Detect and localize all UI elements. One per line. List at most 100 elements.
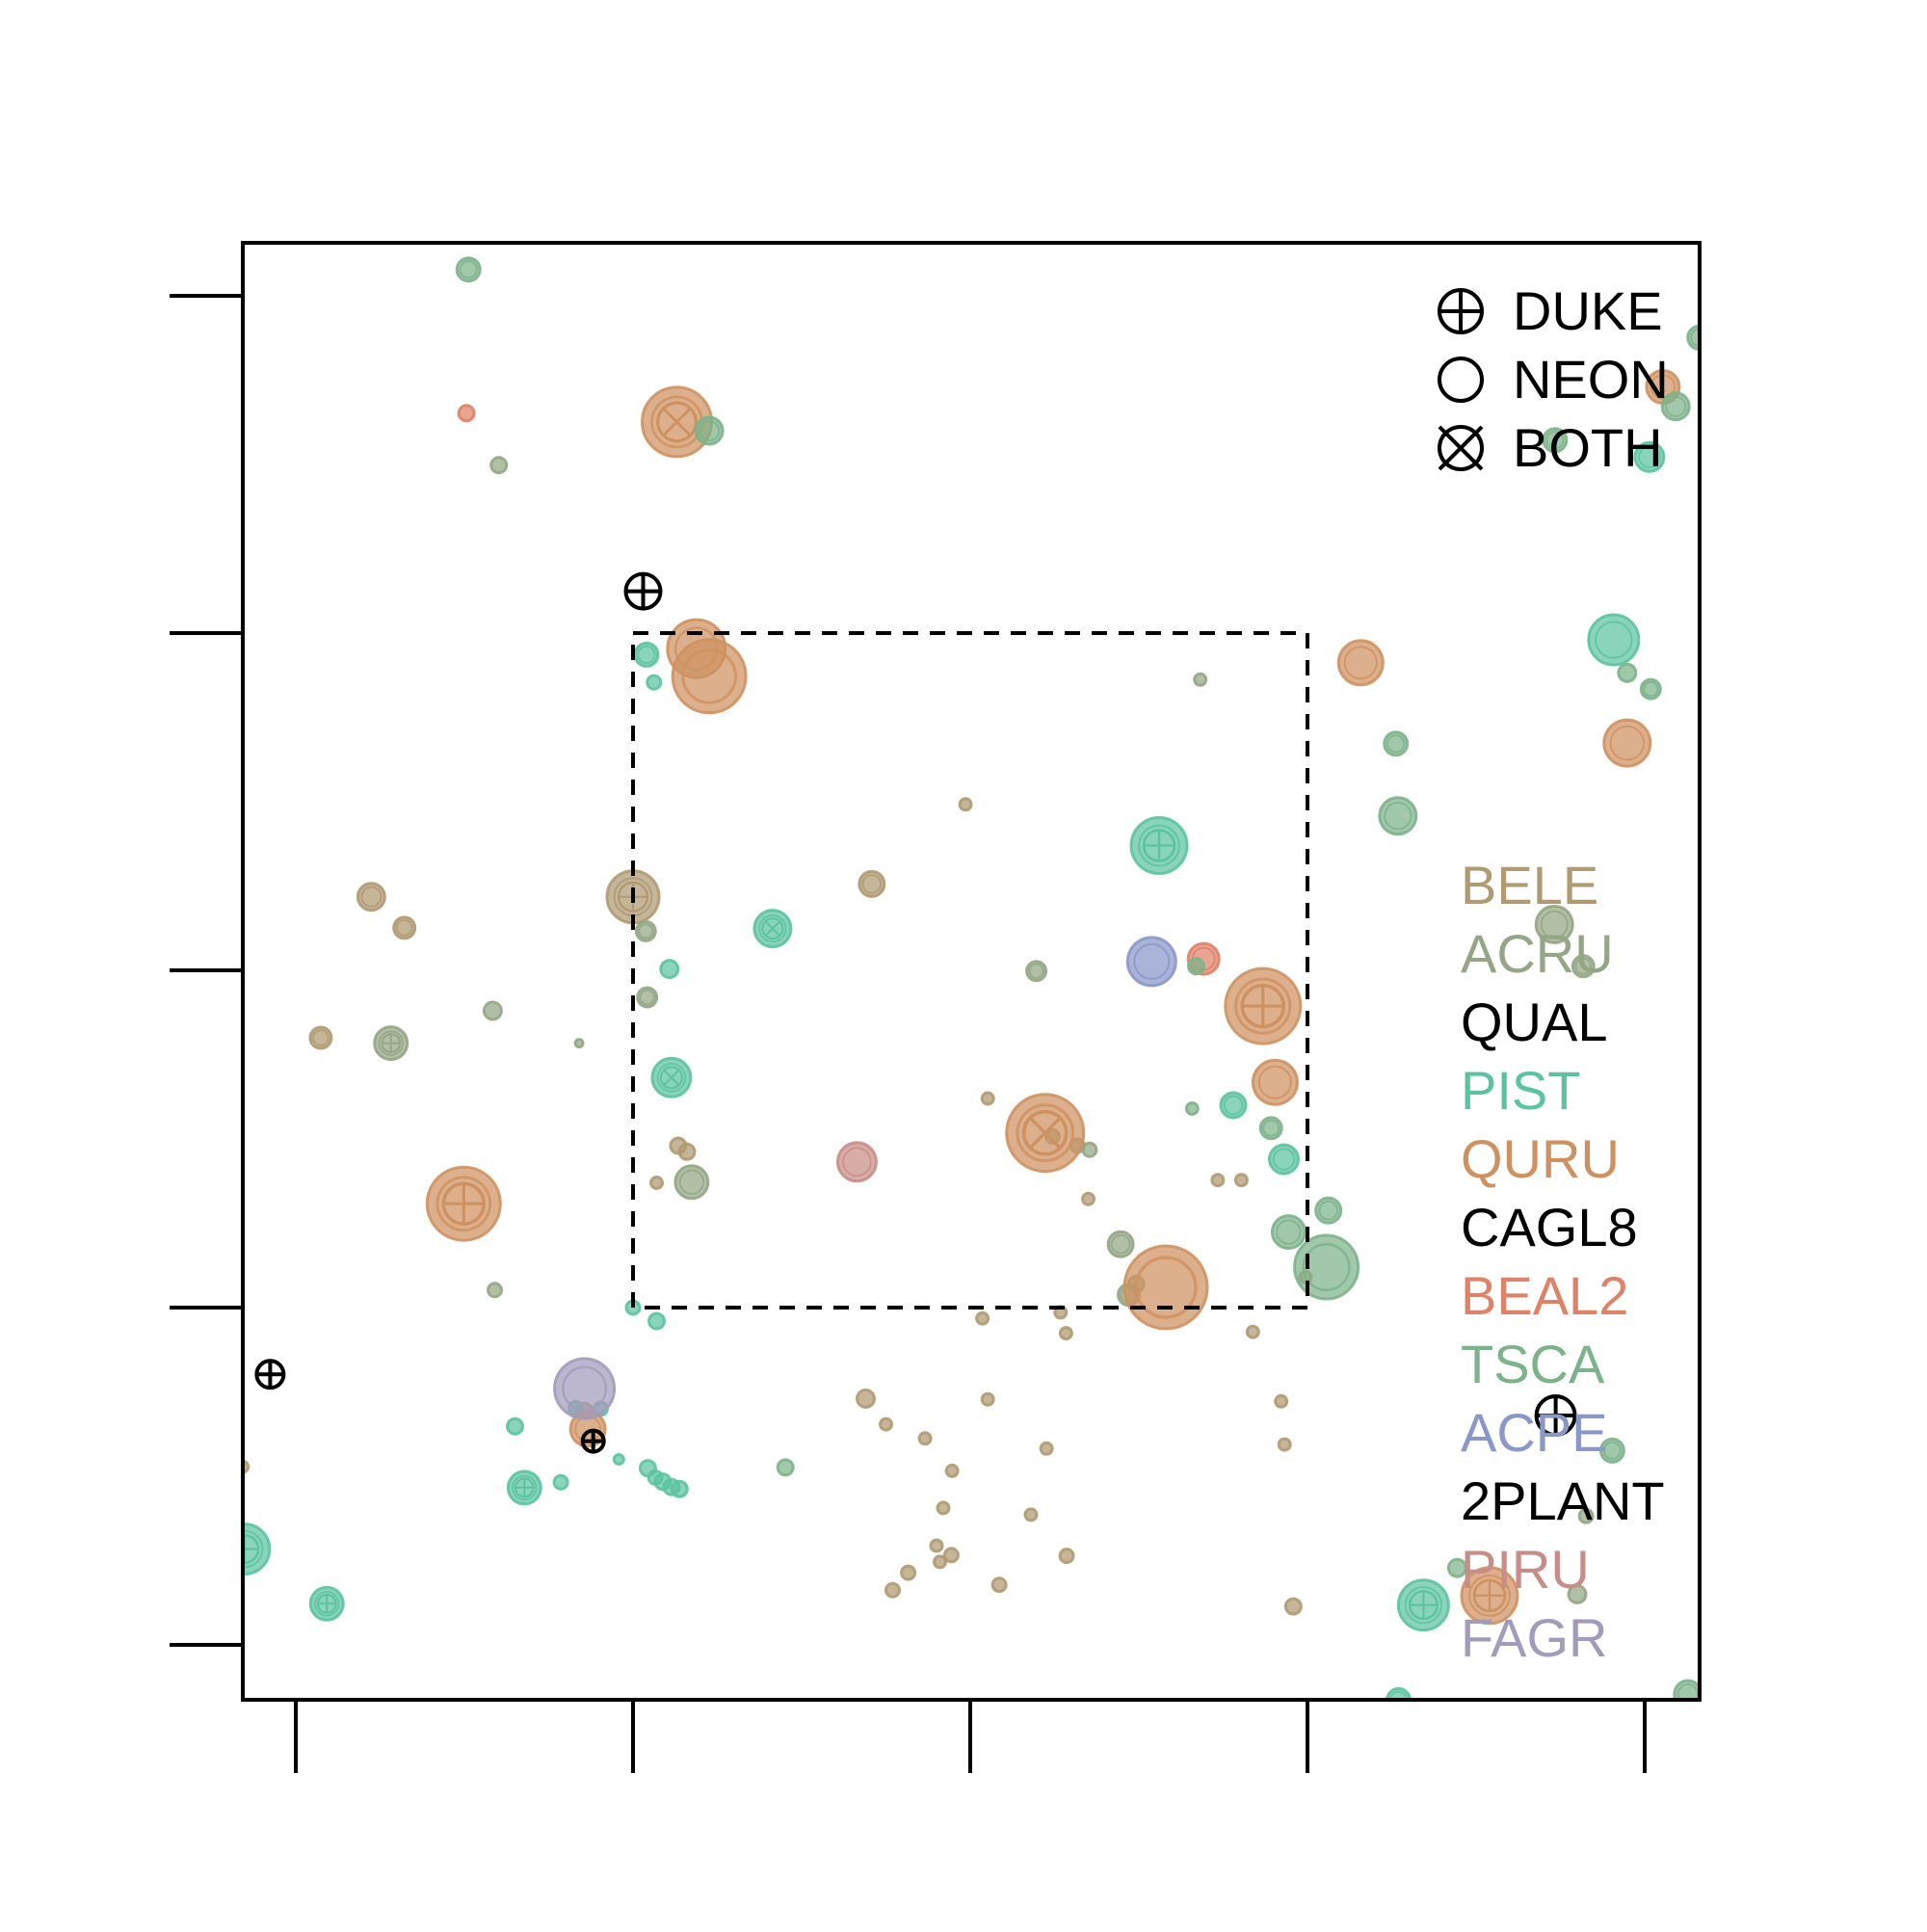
point-fill	[944, 1463, 960, 1478]
data-point-pist	[1219, 1091, 1248, 1120]
data-point-acru	[1577, 1507, 1595, 1524]
data-point-pist	[506, 1469, 542, 1506]
point-fill	[900, 1564, 917, 1581]
point-fill	[958, 797, 973, 812]
data-point-acru	[373, 1025, 409, 1062]
point-fill	[573, 1038, 585, 1049]
point-ring	[639, 989, 655, 1006]
data-point-pist	[1587, 613, 1641, 667]
point-ring	[678, 1169, 705, 1196]
point-ring	[562, 1365, 608, 1412]
data-point-bele	[936, 1500, 951, 1516]
point-ring	[1665, 395, 1687, 417]
data-point-qual	[580, 1428, 606, 1454]
point-diag2	[1029, 1117, 1062, 1150]
legend-symbol-circle	[1438, 425, 1484, 471]
point-fill	[646, 674, 663, 691]
data-point-quru	[1224, 966, 1303, 1045]
data-point-bele	[677, 1142, 697, 1161]
point-ring	[1404, 1585, 1443, 1625]
point-ring	[313, 1591, 340, 1617]
point-fill	[929, 1538, 944, 1553]
data-point-bele	[929, 1538, 944, 1553]
point-diag2	[662, 407, 692, 437]
data-point-bele	[958, 797, 973, 812]
data-point-tsca	[1184, 1101, 1200, 1116]
data-point-bele	[308, 1025, 333, 1050]
point-ring	[1276, 1219, 1302, 1245]
data-point-bele	[1245, 1324, 1260, 1339]
point-ring	[1384, 802, 1412, 831]
data-point-bele	[649, 1176, 664, 1190]
point-fill	[917, 1431, 933, 1446]
point-ring	[360, 886, 383, 908]
data-point-quru	[1122, 1244, 1209, 1331]
point-ring	[459, 260, 478, 279]
data-point-bele	[980, 1091, 995, 1106]
inner-plot-box	[631, 631, 1309, 1310]
data-point-bele	[1039, 1441, 1054, 1456]
point-fill	[1277, 1437, 1292, 1452]
point-fill	[1023, 1507, 1039, 1522]
point-fill	[1184, 1101, 1200, 1116]
point-fill	[1617, 662, 1638, 683]
data-point-tsca	[1598, 1437, 1625, 1464]
legend-species-tsca: TSCA	[1461, 1334, 1605, 1394]
data-point-tsca	[1660, 391, 1691, 422]
point-fill	[1577, 1507, 1595, 1524]
legend-shape-label: NEON	[1513, 349, 1669, 410]
data-point-bele	[884, 1581, 901, 1599]
point-ring	[1257, 1065, 1292, 1099]
legend-species-bele: BELE	[1461, 855, 1598, 915]
data-point-tsca	[1383, 730, 1410, 757]
data-point-bele	[1277, 1437, 1292, 1452]
point-fill	[1039, 1441, 1054, 1456]
data-point-qual	[623, 571, 663, 611]
legend-shape-duke: DUKE	[1438, 280, 1663, 341]
point-ring	[1386, 734, 1406, 754]
point-fill	[457, 404, 476, 423]
point-ring	[1602, 1441, 1623, 1461]
data-point-piru	[835, 1141, 878, 1183]
data-point-quru	[1336, 639, 1385, 687]
data-point-bele	[1023, 1507, 1039, 1522]
data-point-pist	[612, 1453, 625, 1466]
legend-symbol-diag2	[1438, 425, 1484, 471]
point-fill	[1283, 1597, 1303, 1616]
point-fill	[670, 1479, 689, 1498]
point-inner	[659, 1066, 683, 1090]
point-fill	[1245, 1324, 1260, 1339]
point-fill	[1233, 1173, 1249, 1188]
data-point-pist	[650, 1056, 693, 1098]
point-ring	[1638, 445, 1661, 469]
legend-shape-both: BOTH	[1438, 417, 1663, 478]
data-point-acru	[673, 1164, 710, 1201]
data-point-acru	[1106, 1230, 1135, 1258]
data-point-pist	[653, 1472, 673, 1492]
data-point-acru	[482, 1000, 503, 1021]
data-point-acru	[487, 1282, 503, 1299]
point-ring	[681, 648, 737, 704]
legend-shape-label: BOTH	[1513, 417, 1663, 478]
point-fill	[879, 1416, 893, 1432]
data-point-bele	[917, 1431, 933, 1446]
point-diag2	[764, 920, 780, 937]
data-point-acru	[573, 1038, 585, 1049]
legend-species-acru: ACRU	[1461, 923, 1614, 984]
legend-species-2plant: 2PLANT	[1461, 1470, 1665, 1531]
point-diag2	[663, 1069, 680, 1086]
point-fill	[659, 959, 680, 980]
point-fill	[975, 1310, 990, 1326]
point-fill	[1058, 1326, 1073, 1341]
point-fill	[506, 1416, 524, 1436]
legend-species-piru: PIRU	[1461, 1539, 1590, 1600]
point-fill	[489, 456, 509, 475]
point-ring	[1574, 957, 1593, 975]
data-point-quru	[1005, 1093, 1086, 1174]
data-point-tsca	[1446, 1557, 1467, 1578]
legend-layer: DUKE NEON BOTH BELE ACRU QUAL PIST QURU CAGL8 BEA…	[1438, 280, 1669, 1668]
legend-symbol-circle	[1438, 357, 1484, 403]
data-point-acru	[1567, 1584, 1588, 1604]
data-point-acru	[489, 456, 509, 475]
